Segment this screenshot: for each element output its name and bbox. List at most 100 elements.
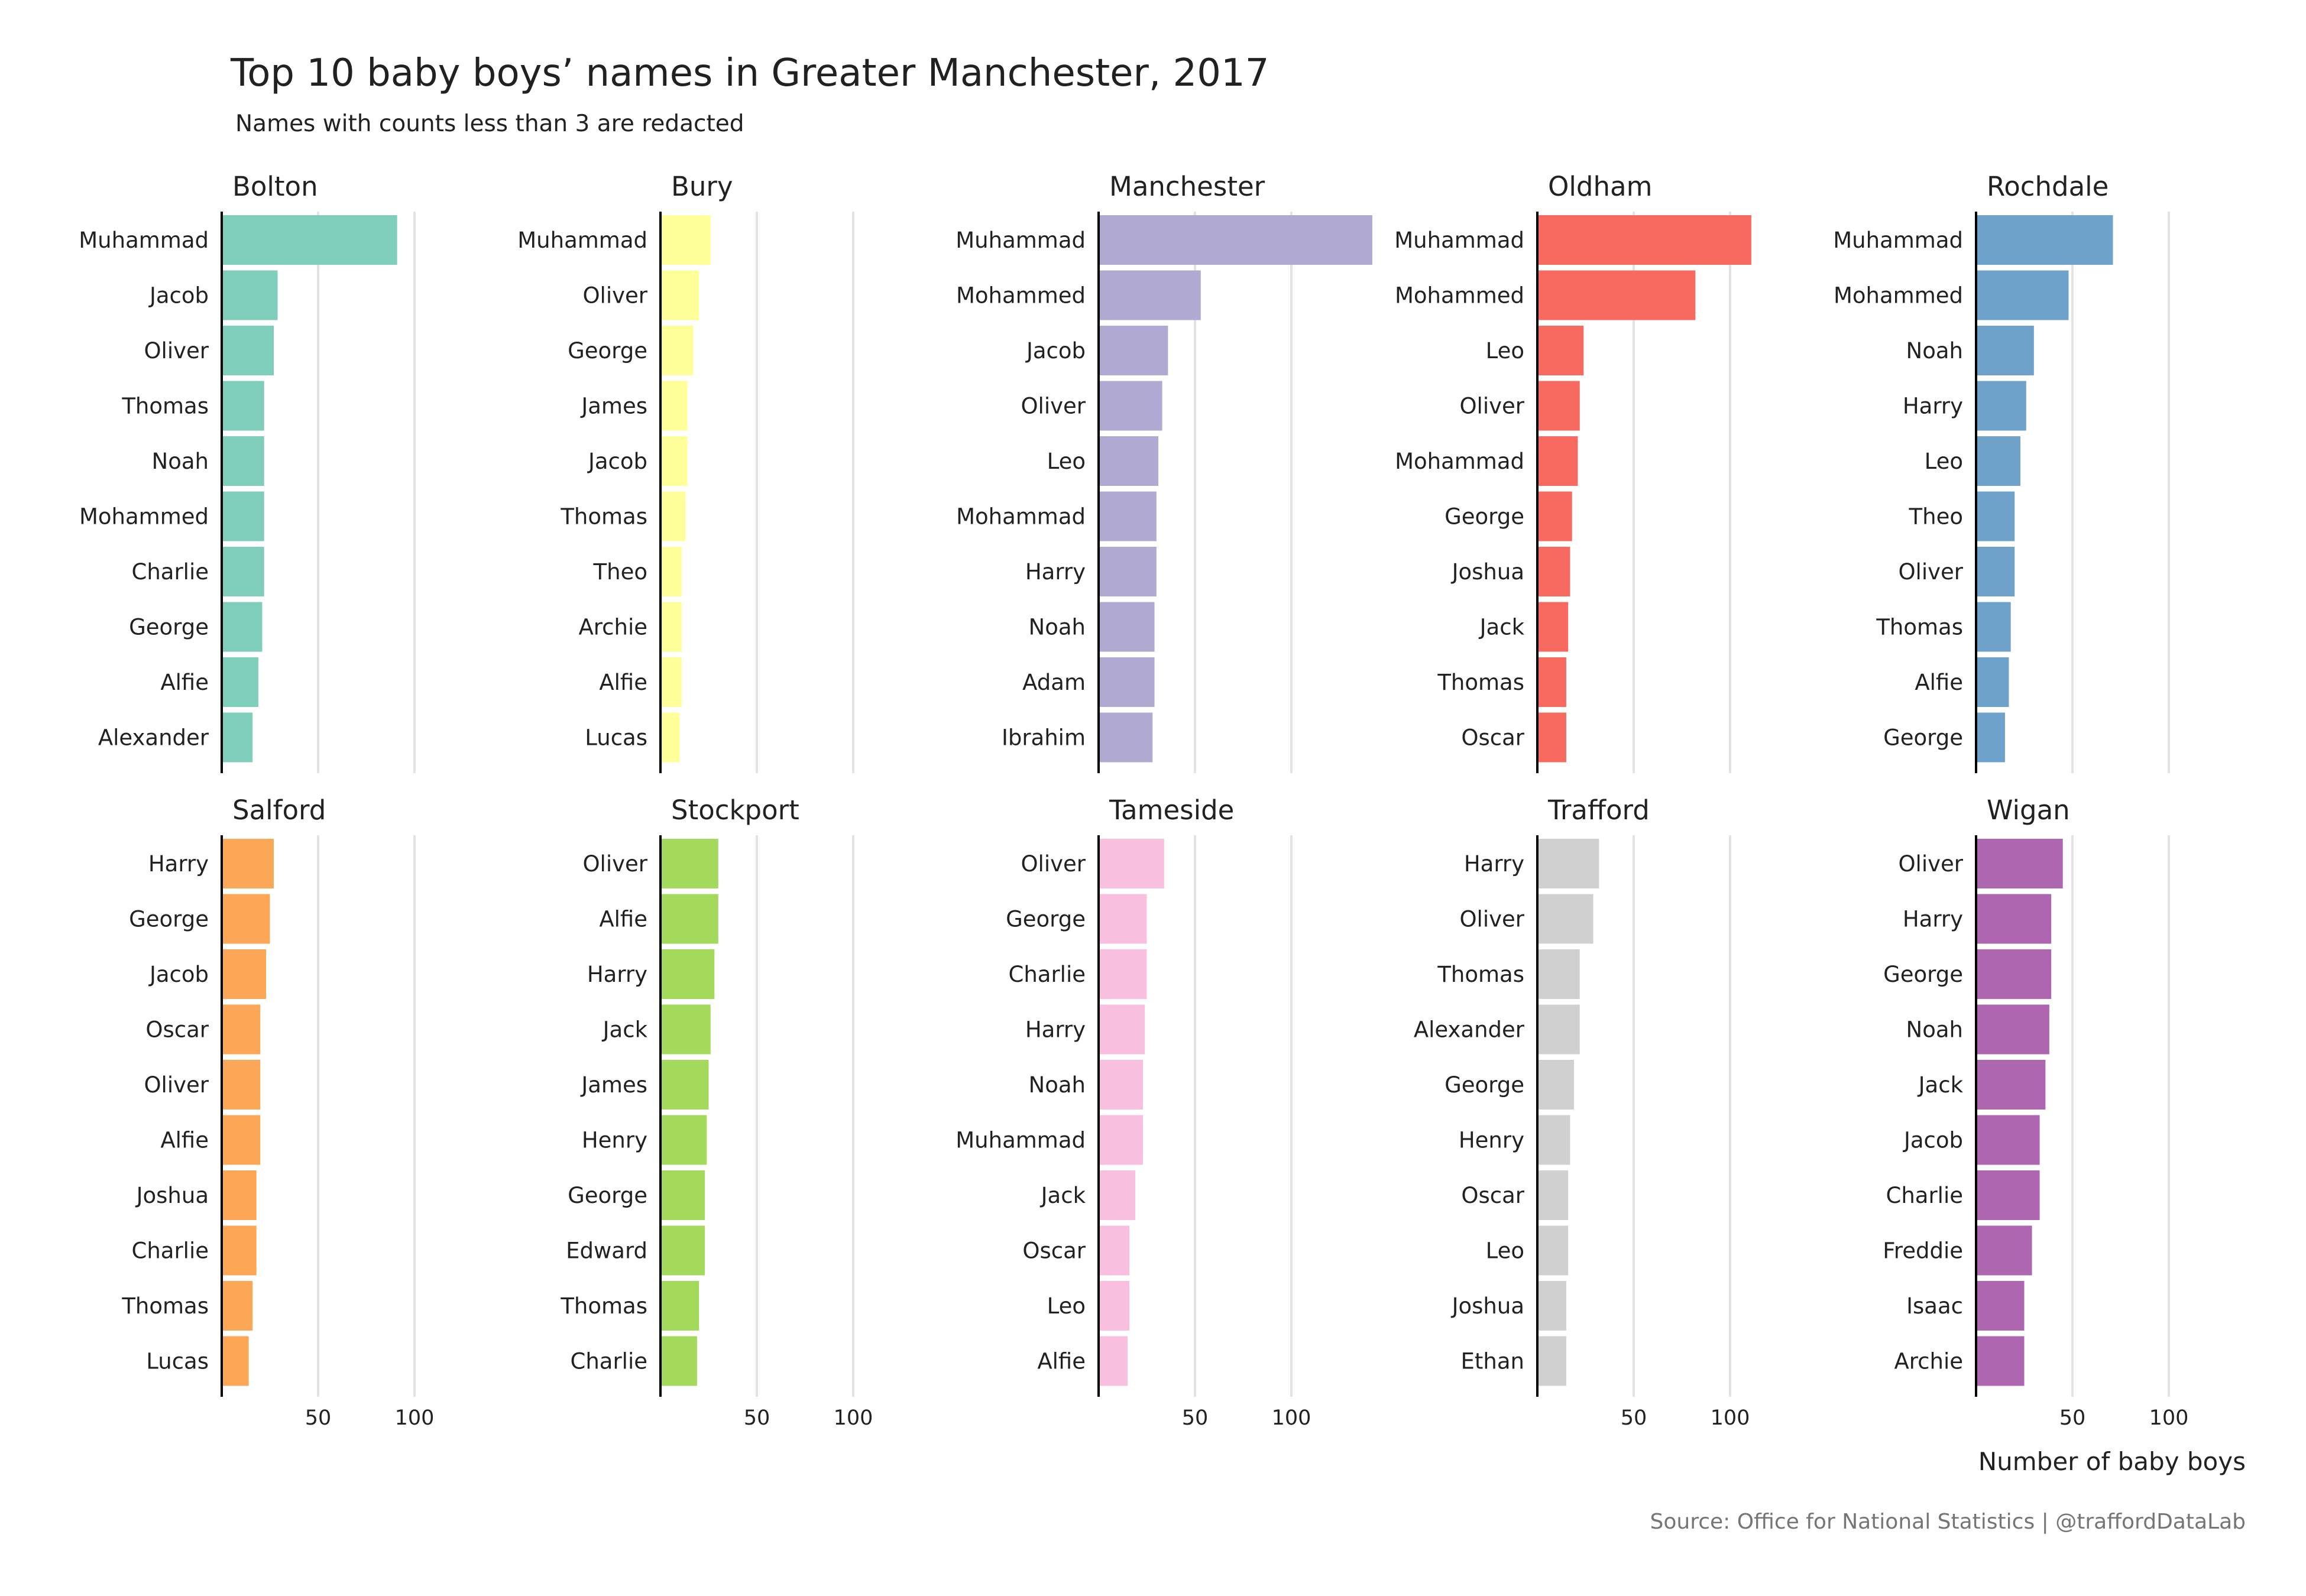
bar	[660, 491, 686, 541]
category-label: Mohammed	[1834, 283, 1963, 309]
category-label: Jack	[1479, 615, 1525, 640]
bar	[222, 1115, 261, 1165]
category-label: Thomas	[560, 1293, 647, 1319]
bar	[1099, 1225, 1130, 1276]
tick-label: 100	[1711, 1406, 1750, 1430]
category-label: Alfie	[599, 907, 647, 932]
category-label: Oscar	[145, 1017, 209, 1043]
bar	[1099, 657, 1155, 707]
bar	[1976, 1336, 2025, 1386]
bar	[1099, 270, 1201, 320]
panel-title: Wigan	[1987, 794, 2070, 826]
category-label: George	[1445, 1072, 1524, 1098]
bar	[1537, 1115, 1570, 1165]
bar	[1976, 1170, 2040, 1220]
category-label: Oscar	[1022, 1238, 1086, 1264]
category-label: Alexander	[98, 725, 209, 751]
category-label: Jack	[1040, 1183, 1086, 1208]
tick-label: 50	[2059, 1406, 2086, 1430]
bar	[1099, 1004, 1145, 1055]
bar	[222, 1060, 261, 1110]
bar	[1537, 326, 1584, 375]
category-label: Noah	[152, 449, 209, 474]
category-label: Oliver	[1898, 851, 1963, 877]
panel-title: Bolton	[232, 171, 318, 202]
bar	[1099, 1170, 1135, 1220]
panel-rochdale: Rochdale Muhammad Mohammed Noah Harry Leo Theo…	[1833, 171, 2170, 773]
category-label: Harry	[148, 851, 209, 877]
category-label: Theo	[1909, 504, 1963, 530]
bar	[222, 215, 397, 265]
panels: Bolton Muhammad Jacob Oliver Thomas Noah Moham…	[79, 171, 2188, 1430]
category-label: Thomas	[1437, 962, 1524, 987]
bar	[1099, 712, 1153, 763]
category-label: Oliver	[144, 1072, 209, 1098]
bar	[1099, 326, 1168, 375]
panel-title: Oldham	[1548, 171, 1652, 202]
bar	[1976, 839, 2063, 888]
bar	[1099, 1281, 1130, 1331]
bar	[1976, 381, 2026, 431]
category-label: Harry	[587, 962, 647, 987]
bar	[660, 326, 694, 375]
tick-label: 100	[1272, 1406, 1311, 1430]
category-label: Charlie	[1009, 962, 1086, 987]
chart-caption: Source: Office for National Statistics |…	[1650, 1510, 2246, 1534]
category-label: Oscar	[1461, 1183, 1524, 1208]
category-label: Harry	[1025, 1017, 1086, 1043]
bar	[1099, 839, 1164, 888]
bar	[1976, 326, 2034, 375]
category-label: Harry	[1903, 394, 1963, 419]
category-label: Harry	[1464, 851, 1524, 877]
bar	[1537, 381, 1580, 431]
tick-label: 50	[1182, 1406, 1209, 1430]
bar	[1099, 949, 1147, 999]
category-label: Ethan	[1461, 1349, 1524, 1374]
bar	[1537, 602, 1569, 652]
bar	[1099, 436, 1159, 486]
category-label: Alfie	[1037, 1349, 1086, 1374]
category-label: Archie	[578, 615, 647, 640]
category-label: Muhammad	[1394, 228, 1524, 253]
category-label: Adam	[1022, 670, 1086, 695]
category-label: James	[580, 394, 647, 419]
bar	[660, 1115, 707, 1165]
bar	[660, 1336, 697, 1386]
category-label: Oscar	[1461, 725, 1524, 751]
bar	[222, 839, 274, 888]
category-label: Mohammad	[1395, 449, 1524, 474]
bar	[1537, 1060, 1574, 1110]
bar	[1099, 381, 1162, 431]
bar	[660, 270, 699, 320]
bar	[1976, 657, 2009, 707]
category-label: Thomas	[121, 394, 209, 419]
category-label: George	[129, 907, 209, 932]
bar	[222, 1170, 257, 1220]
category-label: Ibrahim	[1002, 725, 1086, 751]
category-label: Thomas	[560, 504, 647, 530]
category-label: Mohammad	[956, 504, 1086, 530]
category-label: Thomas	[121, 1293, 209, 1319]
panel-stockport: Stockport Oliver Alfie Harry Jack James Henry G…	[560, 794, 873, 1430]
bar	[660, 712, 680, 763]
bar	[1976, 215, 2113, 265]
category-label: Leo	[1925, 449, 1963, 474]
category-label: Charlie	[132, 559, 209, 585]
bar	[1099, 1060, 1143, 1110]
category-label: James	[580, 1072, 647, 1098]
category-label: Alexander	[1414, 1017, 1525, 1043]
chart-subtitle: Names with counts less than 3 are redact…	[235, 111, 744, 137]
bar	[1537, 839, 1599, 888]
bar	[222, 381, 264, 431]
panel-bolton: Bolton Muhammad Jacob Oliver Thomas Noah Moham…	[79, 171, 416, 773]
category-label: Joshua	[135, 1183, 209, 1208]
bar	[222, 894, 270, 944]
bar	[1537, 436, 1578, 486]
chart-title: Top 10 baby boys’ names in Greater Manch…	[230, 51, 1269, 95]
bar	[1976, 436, 2020, 486]
bar	[222, 547, 264, 596]
bar	[222, 602, 263, 652]
category-label: Oliver	[1898, 559, 1963, 585]
category-label: Leo	[1047, 1293, 1086, 1319]
bar	[1537, 1225, 1569, 1276]
